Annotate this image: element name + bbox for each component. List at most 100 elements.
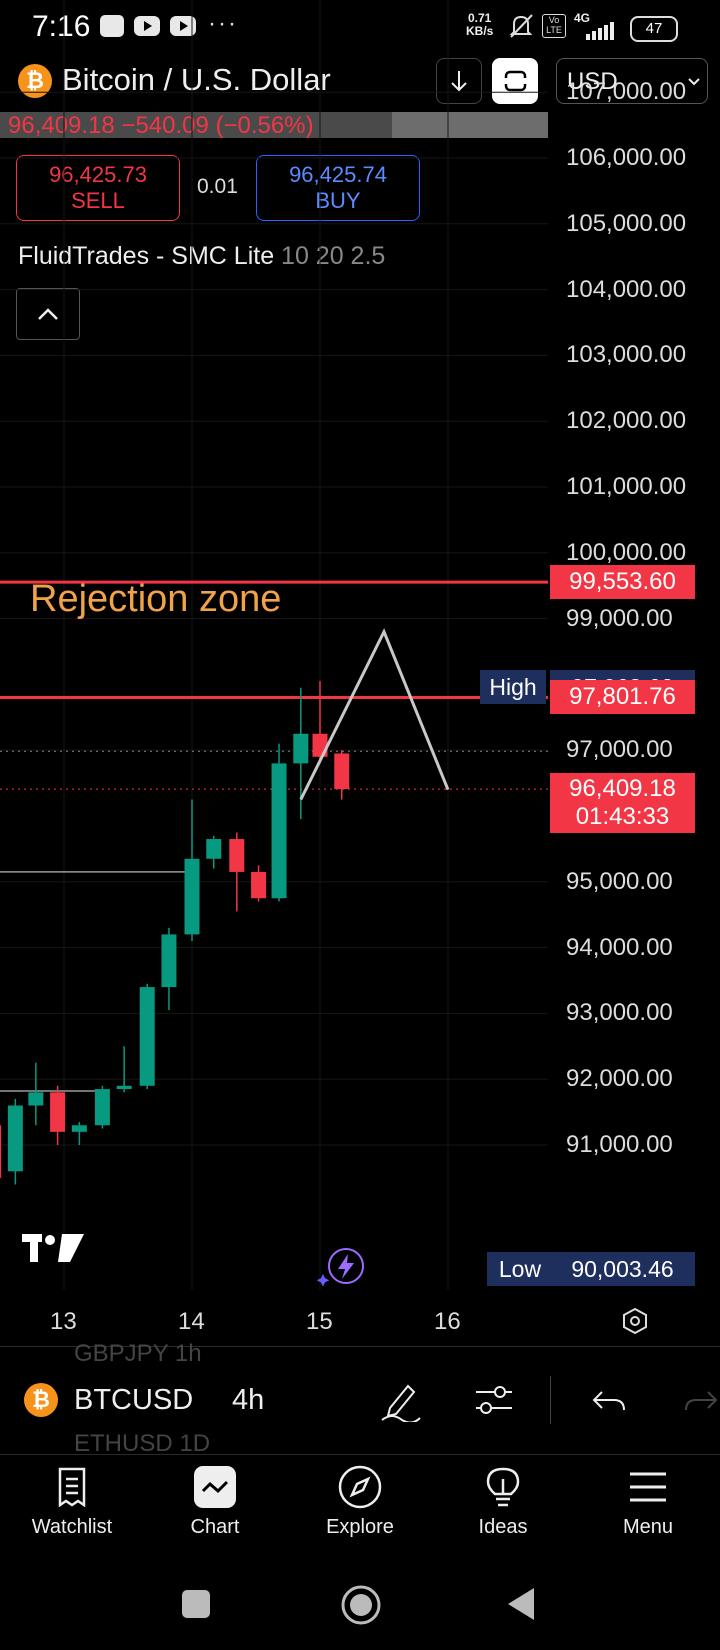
youtube-icon <box>134 16 160 36</box>
candle-body <box>28 1092 44 1106</box>
candle-body <box>50 1092 66 1132</box>
candle-body <box>7 1105 23 1172</box>
nav-ideas[interactable]: Ideas <box>433 1464 573 1539</box>
symbol-switcher[interactable]: BTCUSD <box>74 1384 194 1416</box>
date-tick-label: 15 <box>306 1308 333 1335</box>
volte-icon: Vo LTE <box>542 14 566 38</box>
price-tick-label: 94,000.00 <box>566 933 673 961</box>
symbol-title[interactable]: Bitcoin / U.S. Dollar <box>62 62 331 97</box>
indicator-params: 10 20 2.5 <box>281 242 386 270</box>
toolbar-divider <box>550 1376 551 1424</box>
ghost-symbol-prev: GBPJPY 1h <box>74 1340 202 1367</box>
divider <box>0 1346 720 1347</box>
fullscreen-icon <box>503 70 528 92</box>
indicator-name: FluidTrades - SMC Lite <box>18 242 275 270</box>
indicators-icon[interactable] <box>472 1380 516 1420</box>
lot-size[interactable]: 0.01 <box>197 175 238 198</box>
back-button[interactable] <box>506 1586 538 1622</box>
last-price-label: 96,409.18 01:43:33 <box>550 773 695 834</box>
candle-body <box>116 1085 132 1090</box>
nav-explore[interactable]: Explore <box>290 1464 430 1539</box>
ticker-line: 96,409.18 −540.09 (−0.56%) <box>8 112 314 139</box>
indicator-legend[interactable]: FluidTrades - SMC Lite 10 20 2.5 <box>18 242 385 271</box>
nav-watchlist[interactable]: Watchlist <box>2 1464 142 1539</box>
buy-price: 96,425.74 <box>289 162 387 187</box>
high-tag: High <box>480 669 546 704</box>
nav-menu[interactable]: Menu <box>578 1464 718 1539</box>
price-tick-label: 101,000.00 <box>566 473 687 500</box>
candle-body <box>334 753 350 790</box>
battery-icon: 47 <box>630 16 678 42</box>
nav-chart[interactable]: Chart <box>145 1464 285 1539</box>
lightbulb-icon <box>486 1467 520 1507</box>
currency-value: USD <box>567 68 618 95</box>
nav-label: Watchlist <box>31 1516 113 1538</box>
youtube-icon <box>170 16 196 36</box>
price-tick-label: 102,000.00 <box>566 407 687 435</box>
arrow-down-icon <box>451 71 467 92</box>
price-tick-label: 91,000.00 <box>566 1131 673 1158</box>
candle-body <box>71 1125 87 1132</box>
candle-body <box>94 1089 110 1126</box>
projection-path <box>299 628 450 801</box>
currency-select[interactable]: USD <box>556 58 708 104</box>
watchlist-icon <box>58 1467 86 1508</box>
price-chart[interactable] <box>0 0 720 1346</box>
candle-body <box>293 733 309 764</box>
nav-label: Explore <box>326 1516 394 1538</box>
candle-body <box>229 839 245 872</box>
chart-icon <box>194 1466 236 1508</box>
chevron-down-icon <box>688 78 700 86</box>
recents-button[interactable] <box>182 1590 210 1618</box>
candle-body <box>271 763 287 899</box>
fullscreen-button[interactable] <box>492 58 538 104</box>
candle-body <box>0 1125 2 1178</box>
lightning-icon[interactable] <box>316 1246 370 1288</box>
interval-switcher[interactable]: 4h <box>232 1384 265 1416</box>
candle-body <box>139 987 155 1086</box>
notification-icon <box>100 15 124 37</box>
more-notifications: ··· <box>208 10 238 37</box>
date-tick-label: 13 <box>50 1308 77 1335</box>
date-tick-label: 14 <box>178 1308 205 1335</box>
collapse-legend-button[interactable] <box>16 288 80 340</box>
settings-icon[interactable] <box>620 1306 650 1336</box>
sell-button[interactable]: 96,425.73 SELL <box>16 155 180 221</box>
ticker-strip <box>0 112 548 138</box>
buy-label: BUY <box>315 188 361 213</box>
rejection-zone-label: Rejection zone <box>30 578 282 620</box>
sell-price: 96,425.73 <box>49 162 147 187</box>
signal-icon <box>586 22 614 40</box>
price-tick-label: 106,000.00 <box>566 144 687 171</box>
network-speed: 0.71 KB/s <box>466 12 493 38</box>
price-tick-label: 105,000.00 <box>566 209 687 237</box>
divider <box>0 1454 720 1455</box>
price-tick-label: 104,000.00 <box>566 275 687 303</box>
resistance-price-label: 99,553.60 <box>550 565 695 600</box>
candle-body <box>161 934 177 988</box>
net-speed-value: 0.71 <box>467 11 492 25</box>
price-tick-label: 99,000.00 <box>566 604 673 632</box>
low-value: 90,003.46 <box>550 1252 695 1286</box>
buy-button[interactable]: 96,425.74 BUY <box>256 155 420 221</box>
bar-countdown: 01:43:33 <box>575 803 670 831</box>
undo-icon[interactable] <box>590 1382 630 1418</box>
status-time: 7:16 <box>32 10 91 43</box>
price-tick-label: 95,000.00 <box>566 867 673 895</box>
resistance-price-label: 97,801.76 <box>550 680 695 715</box>
net-speed-unit: KB/s <box>466 24 494 38</box>
nav-label: Menu <box>622 1516 674 1538</box>
drawing-tool-icon[interactable] <box>378 1378 422 1422</box>
download-button[interactable] <box>436 58 482 104</box>
redo-icon[interactable] <box>680 1382 720 1418</box>
price-tick-label: 100,000.00 <box>566 538 687 566</box>
compass-icon <box>338 1465 382 1509</box>
candle-body <box>251 871 267 899</box>
last-price-value: 96,409.18 <box>569 775 676 803</box>
sell-label: SELL <box>71 188 125 213</box>
home-button[interactable] <box>340 1584 382 1626</box>
tradingview-logo-icon <box>22 1234 84 1262</box>
price-tick-label: 107,000.00 <box>566 78 687 106</box>
date-tick-label: 16 <box>434 1308 461 1335</box>
candle-body <box>206 839 222 859</box>
